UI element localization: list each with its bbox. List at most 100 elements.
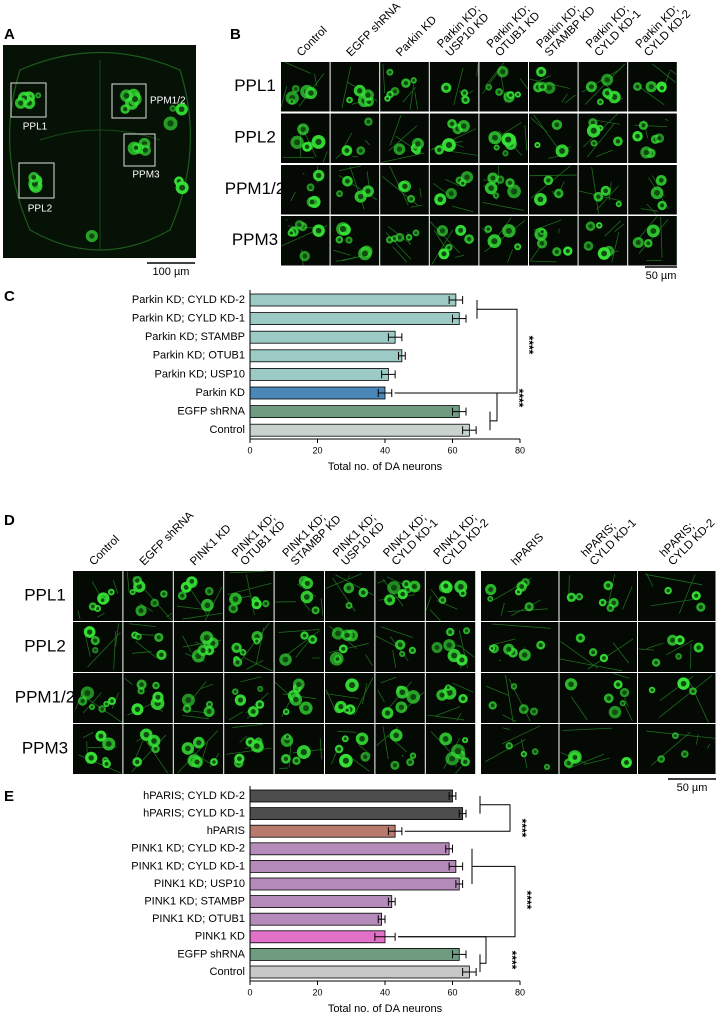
fiber bbox=[425, 595, 432, 611]
scale-bar-label: 50 µm bbox=[677, 782, 708, 794]
nucleus bbox=[606, 696, 611, 701]
micrograph bbox=[425, 724, 476, 774]
fiber bbox=[139, 603, 153, 612]
category-label: Parkin KD; CYLD KD-2 bbox=[132, 294, 245, 306]
bar bbox=[249, 330, 396, 344]
fiber bbox=[402, 87, 416, 103]
fiber bbox=[551, 190, 555, 195]
nucleus bbox=[596, 194, 601, 199]
nucleus bbox=[410, 648, 415, 653]
nucleus bbox=[250, 709, 256, 715]
fiber bbox=[115, 623, 120, 647]
fiber bbox=[389, 115, 402, 146]
nucleus bbox=[300, 748, 307, 756]
nucleus bbox=[258, 687, 262, 691]
nucleus bbox=[155, 694, 161, 700]
nucleus bbox=[196, 739, 202, 746]
nucleus bbox=[179, 184, 186, 191]
nucleus bbox=[392, 89, 397, 94]
fiber bbox=[232, 723, 263, 728]
fiber bbox=[314, 73, 318, 87]
nucleus bbox=[615, 139, 621, 144]
nucleus bbox=[304, 580, 310, 586]
nucleus bbox=[460, 123, 467, 129]
region-box bbox=[10, 82, 47, 118]
nucleus bbox=[617, 202, 621, 206]
nucleus bbox=[498, 177, 503, 182]
nucleus bbox=[491, 238, 498, 245]
nucleus bbox=[361, 250, 368, 257]
fiber bbox=[652, 63, 676, 83]
nucleus bbox=[463, 759, 468, 764]
nucleus bbox=[635, 239, 641, 245]
fiber bbox=[482, 201, 524, 211]
micrograph bbox=[529, 113, 578, 163]
nucleus bbox=[602, 656, 606, 660]
panel-letter: C bbox=[4, 288, 15, 305]
fiber bbox=[414, 91, 419, 110]
nucleus bbox=[400, 591, 406, 597]
nucleus bbox=[345, 708, 349, 712]
fiber bbox=[320, 598, 324, 616]
nucleus bbox=[597, 223, 601, 227]
fiber bbox=[246, 574, 255, 615]
fiber bbox=[500, 602, 505, 616]
nucleus bbox=[167, 120, 174, 127]
nucleus bbox=[290, 100, 294, 103]
nucleus bbox=[566, 760, 571, 766]
nucleus bbox=[156, 635, 161, 640]
nucleus bbox=[488, 185, 494, 191]
fiber bbox=[302, 172, 305, 175]
nucleus bbox=[180, 593, 185, 598]
fiber bbox=[604, 220, 621, 237]
nucleus bbox=[677, 654, 681, 658]
micrograph bbox=[638, 622, 716, 672]
nucleus bbox=[648, 84, 654, 90]
x-axis-title: Total no. of DA neurons bbox=[328, 1003, 443, 1015]
nucleus bbox=[348, 98, 352, 102]
category-label: hPARIS; CYLD KD-1 bbox=[143, 808, 245, 820]
fiber bbox=[281, 699, 292, 717]
region-label: PPL1 bbox=[23, 122, 48, 133]
nucleus bbox=[365, 92, 371, 98]
nucleus bbox=[621, 701, 625, 705]
nucleus bbox=[135, 759, 140, 765]
nucleus bbox=[384, 710, 391, 716]
error-bar bbox=[398, 351, 406, 360]
nucleus bbox=[460, 696, 466, 701]
nucleus bbox=[408, 760, 412, 764]
nucleus bbox=[189, 579, 195, 584]
bar bbox=[249, 895, 393, 908]
category-label: Parkin KD; OTUB1 bbox=[153, 350, 245, 362]
fiber bbox=[328, 642, 369, 653]
nucleus bbox=[134, 145, 139, 150]
brain-outline bbox=[39, 60, 161, 250]
fiber bbox=[455, 766, 462, 774]
panel-letter: D bbox=[4, 512, 15, 529]
column-header-line: Control bbox=[87, 533, 122, 568]
nucleus bbox=[110, 699, 114, 703]
nucleus bbox=[601, 250, 607, 257]
nucleus bbox=[400, 652, 404, 656]
nucleus bbox=[459, 657, 465, 663]
nucleus bbox=[31, 174, 37, 180]
nucleus bbox=[650, 688, 654, 692]
category-label: PINK1 KD bbox=[195, 931, 245, 943]
nucleus bbox=[233, 690, 237, 694]
region-box bbox=[111, 83, 147, 119]
nucleus bbox=[315, 227, 322, 234]
category-label: PINK1 KD; OTUB1 bbox=[152, 913, 245, 925]
nucleus bbox=[604, 77, 610, 83]
nucleus bbox=[616, 682, 621, 687]
micrograph bbox=[73, 724, 123, 774]
bar bbox=[249, 807, 464, 820]
nucleus bbox=[294, 758, 299, 763]
nucleus bbox=[89, 233, 95, 239]
fiber bbox=[325, 573, 362, 589]
fiber bbox=[319, 738, 322, 760]
column-header: PINK1 KD;CYLD KD-1 bbox=[381, 512, 440, 568]
row-label: PPL2 bbox=[234, 128, 276, 147]
fiber bbox=[612, 672, 630, 679]
nucleus bbox=[612, 709, 618, 715]
nucleus bbox=[624, 760, 629, 765]
